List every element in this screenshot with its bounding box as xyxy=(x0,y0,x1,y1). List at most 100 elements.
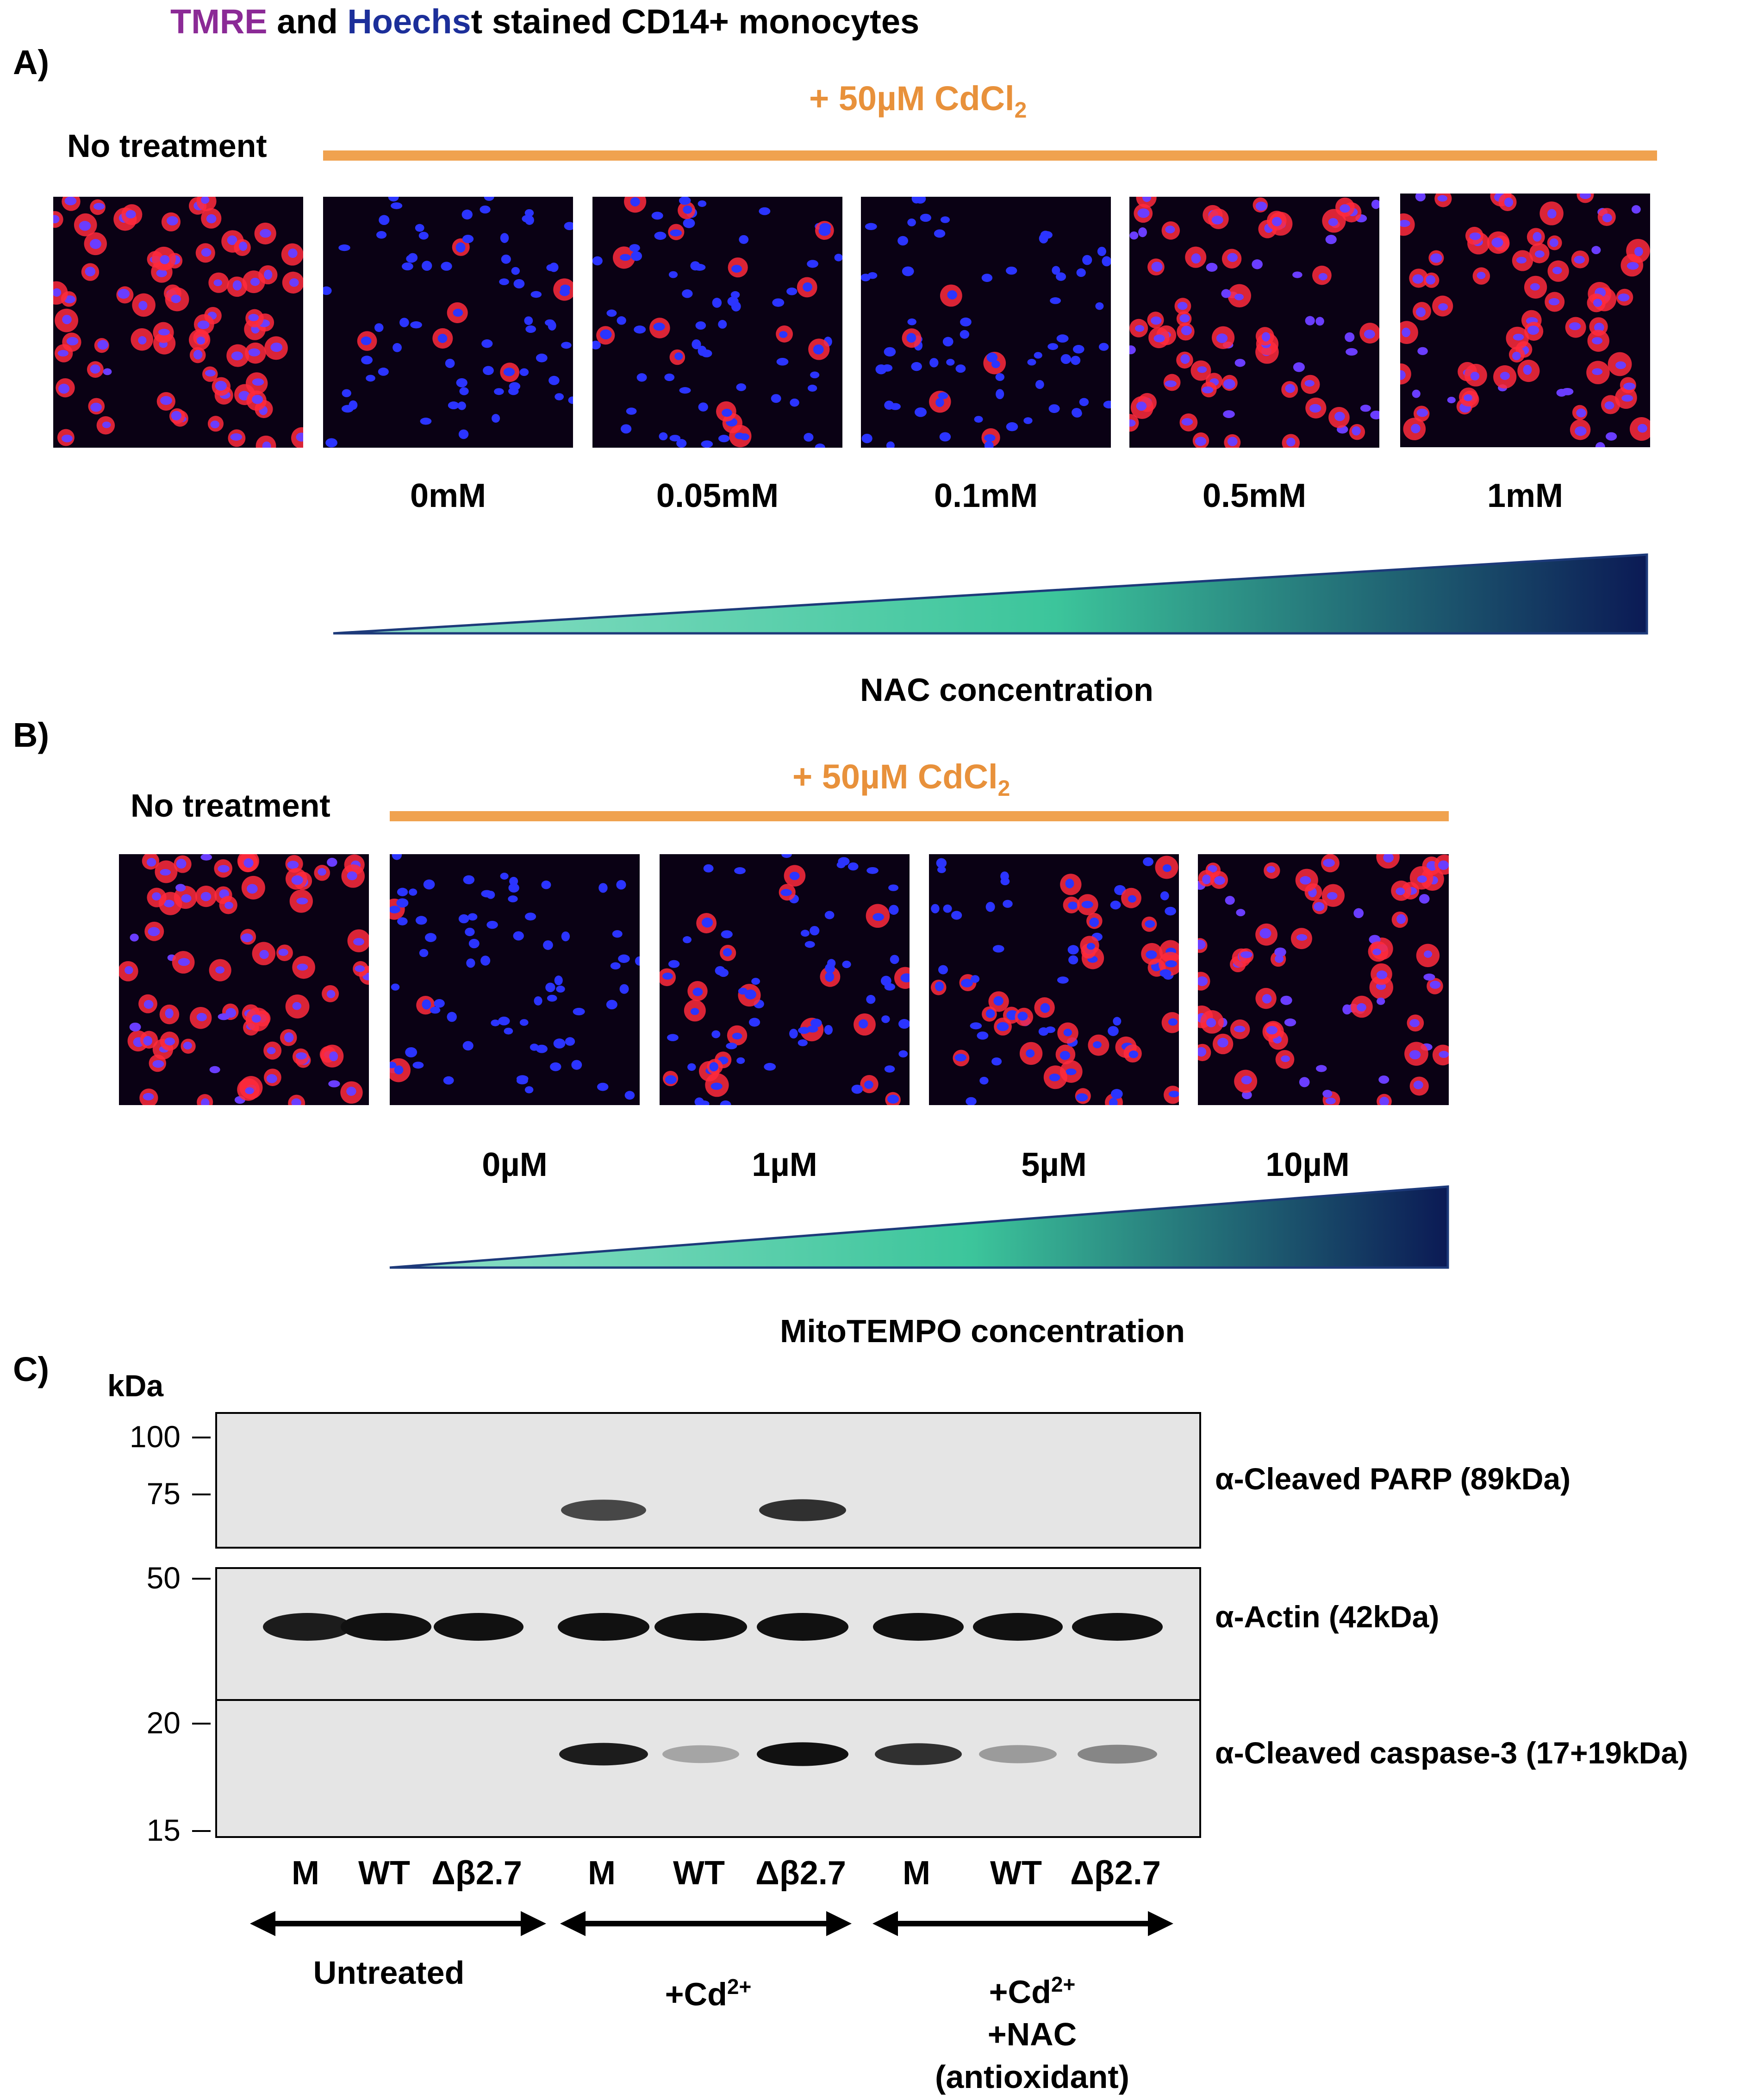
panel-c-kda-unit: kDa xyxy=(107,1369,164,1403)
nucleus xyxy=(718,435,730,443)
nucleus xyxy=(138,336,147,344)
nucleus xyxy=(397,917,408,925)
nucleus xyxy=(519,1019,529,1026)
nucleus xyxy=(224,901,233,909)
micrograph-cells xyxy=(321,193,577,448)
nucleus xyxy=(458,429,469,439)
nucleus xyxy=(939,432,951,442)
nucleus xyxy=(1430,253,1442,263)
nucleus xyxy=(387,1062,397,1069)
nucleus xyxy=(409,888,418,896)
nucleus xyxy=(1280,995,1292,1005)
nucleus xyxy=(536,353,548,362)
nucleus xyxy=(196,337,206,345)
nucleus xyxy=(1594,323,1604,332)
nucleus xyxy=(629,244,640,252)
nucleus xyxy=(389,906,400,913)
nucleus xyxy=(399,318,409,327)
nucleus xyxy=(960,317,972,327)
title-hoechst: Hoechs xyxy=(347,2,471,41)
nucleus xyxy=(1627,262,1639,270)
nucleus xyxy=(940,216,950,223)
nucleus xyxy=(1067,945,1079,955)
nucleus xyxy=(1206,262,1218,272)
nucleus xyxy=(1196,1047,1207,1057)
nucleus xyxy=(1195,437,1207,446)
nucleus xyxy=(1469,232,1481,240)
nucleus xyxy=(740,433,750,441)
band-lane-6 xyxy=(757,1613,848,1641)
nucleus xyxy=(152,1060,164,1068)
nucleus xyxy=(1255,201,1267,211)
lane-label-7: M xyxy=(903,1855,930,1892)
nucleus xyxy=(597,1082,609,1091)
nucleus xyxy=(955,364,966,373)
nucleus xyxy=(759,207,771,215)
nucleus xyxy=(227,235,237,245)
nucleus xyxy=(291,1098,301,1107)
nucleus xyxy=(1076,1093,1088,1102)
nucleus xyxy=(1631,205,1641,214)
blot-bands xyxy=(561,1499,846,1521)
nucleus xyxy=(1548,298,1560,306)
nucleus xyxy=(260,229,271,238)
nucleus xyxy=(513,279,525,288)
nucleus xyxy=(525,215,534,225)
nucleus xyxy=(547,994,557,1002)
nucleus xyxy=(1151,262,1163,272)
nucleus xyxy=(541,881,551,889)
group-label-untreated-text: Untreated xyxy=(313,1955,465,1991)
nucleus xyxy=(1304,380,1315,387)
panel-a-treatment-text: + 50µM CdCl xyxy=(809,79,1015,118)
nucleus xyxy=(723,948,732,957)
nucleus xyxy=(468,938,480,949)
nucleus xyxy=(1065,879,1074,888)
nucleus xyxy=(882,364,893,372)
nucleus xyxy=(807,260,818,268)
nucleus xyxy=(138,300,148,310)
nucleus xyxy=(709,1062,718,1072)
nucleus xyxy=(453,308,463,317)
nucleus xyxy=(1266,1026,1278,1035)
nucleus xyxy=(102,421,111,428)
nucleus xyxy=(415,916,427,925)
nucleus xyxy=(942,337,954,347)
nucleus xyxy=(66,337,79,346)
panel-c-label: C) xyxy=(13,1350,50,1388)
nucleus xyxy=(201,248,212,257)
nucleus xyxy=(412,1062,424,1069)
nucleus xyxy=(252,395,263,404)
nucleus xyxy=(1604,401,1614,410)
nucleus xyxy=(318,868,326,876)
nucleus xyxy=(1274,947,1286,957)
panel-b-conc-1: 1µM xyxy=(752,1146,817,1183)
nucleus xyxy=(278,949,288,956)
nucleus xyxy=(960,979,973,988)
blot-cleaved-parp xyxy=(215,1412,1201,1549)
nucleus xyxy=(692,339,701,350)
nucleus xyxy=(810,1019,822,1028)
nucleus xyxy=(727,296,739,306)
arrow-cd-nac xyxy=(872,1911,1173,1936)
panel-a-conc-4: 1mM xyxy=(1487,477,1564,514)
nucleus xyxy=(1234,294,1244,300)
nucleus xyxy=(1491,238,1503,248)
nucleus xyxy=(1621,394,1633,402)
nucleus xyxy=(492,414,500,423)
blot-bands xyxy=(559,1742,1157,1766)
nucleus xyxy=(1512,351,1521,361)
nucleus xyxy=(200,892,212,901)
nucleus xyxy=(232,280,242,291)
nucleus xyxy=(866,867,879,874)
nucleus xyxy=(1092,1041,1102,1049)
nucleus xyxy=(196,1012,207,1021)
nucleus xyxy=(445,358,455,368)
nucleus xyxy=(804,433,814,442)
nucleus xyxy=(1364,330,1375,339)
nucleus xyxy=(422,261,432,271)
blot-label-actin: α-Actin (42kDa) xyxy=(1215,1600,1440,1634)
nucleus xyxy=(810,371,820,379)
nucleus xyxy=(1145,920,1155,928)
nucleus xyxy=(703,864,714,873)
nucleus xyxy=(1412,389,1421,398)
